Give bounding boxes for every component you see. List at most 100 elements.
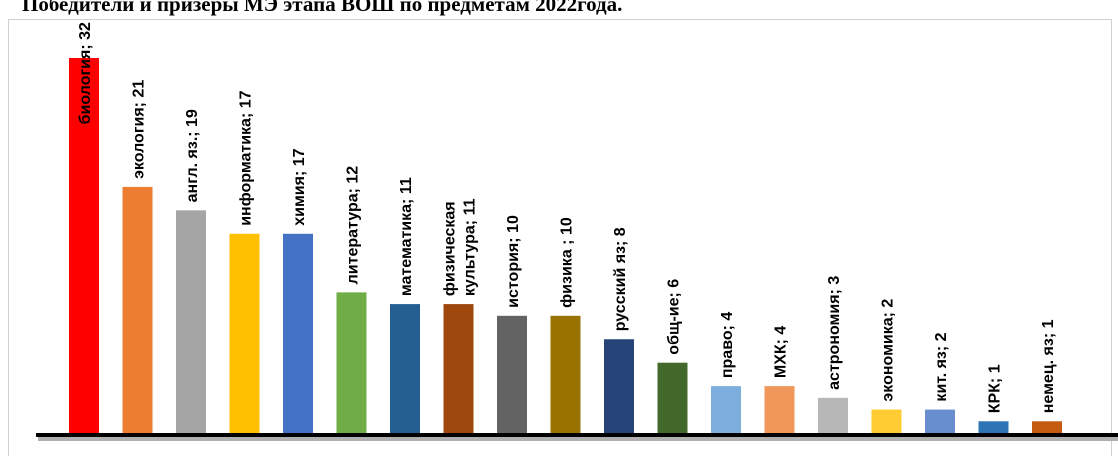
- data-label: общ-ие; 6: [666, 279, 683, 355]
- data-label-text: химия; 17: [291, 148, 308, 225]
- label-category: история: [505, 243, 522, 308]
- bar: [122, 186, 153, 433]
- label-separator: ;: [826, 285, 843, 295]
- axis-shadow: [38, 436, 1118, 441]
- label-value: 2: [933, 332, 950, 341]
- data-label: кит. яз; 2: [933, 332, 950, 401]
- data-label-text: МХК; 4: [773, 326, 790, 379]
- data-label-text: литература; 12: [345, 166, 362, 285]
- label-category: культура: [462, 225, 479, 296]
- bar: [229, 233, 260, 433]
- label-separator: ;: [77, 40, 94, 50]
- label-value: 10: [559, 217, 576, 235]
- label-separator: ;: [719, 321, 736, 331]
- data-label: экономика; 2: [880, 299, 897, 402]
- label-separator: ;: [612, 236, 629, 246]
- label-category: общ-ие: [666, 297, 683, 354]
- label-separator: ;: [398, 194, 415, 204]
- data-label-text: физика ; 10: [559, 217, 576, 308]
- data-label-text: математика; 11: [398, 177, 415, 296]
- label-value: 1: [1040, 319, 1057, 328]
- label-category: экономика: [880, 317, 897, 401]
- data-label-text: кит. яз; 2: [933, 332, 950, 401]
- label-separator: ;: [184, 127, 201, 137]
- label-value: 11: [462, 198, 479, 215]
- data-label: информатика; 17: [238, 90, 255, 225]
- label-value: 19: [184, 109, 201, 127]
- bar: [69, 58, 99, 433]
- label-category: право: [719, 330, 736, 378]
- label-category: немец. яз: [1040, 338, 1057, 413]
- bar: [550, 315, 581, 433]
- data-label: математика; 11: [398, 177, 415, 296]
- data-label: МХК; 4: [773, 326, 790, 379]
- data-label: КРК; 1: [987, 364, 1004, 413]
- label-value: 2: [880, 299, 897, 308]
- label-category: математика: [398, 204, 415, 296]
- label-category: МХК: [773, 344, 790, 378]
- label-category: литература: [345, 193, 362, 284]
- label-category: англ. яз.: [184, 137, 201, 203]
- bar: [443, 304, 474, 433]
- bar: [978, 421, 1009, 433]
- data-label-text: биология; 32: [77, 22, 94, 124]
- label-category: физика: [559, 245, 576, 308]
- label-category: информатика: [238, 118, 255, 226]
- data-label-text: астрономия; 3: [826, 276, 843, 390]
- data-label-text: информатика; 17: [238, 90, 255, 225]
- label-separator: ;: [1040, 328, 1057, 338]
- label-separator: ;: [505, 233, 522, 243]
- label-category: биология: [77, 50, 94, 125]
- x-axis: [36, 433, 1118, 437]
- bar: [176, 210, 206, 433]
- data-label: физика ; 10: [559, 217, 576, 308]
- data-label: русский яз; 8: [612, 227, 629, 331]
- data-label-text: общ-ие; 6: [666, 279, 683, 355]
- label-separator: ;: [291, 166, 308, 176]
- label-value: 4: [719, 312, 736, 321]
- data-label: экология; 21: [131, 80, 148, 179]
- label-category: русский яз: [612, 246, 629, 331]
- data-label: литература; 12: [345, 166, 362, 285]
- label-separator: ;: [666, 288, 683, 298]
- label-separator: ;: [987, 373, 1004, 383]
- data-label: химия; 17: [291, 148, 308, 225]
- chart-frame: [8, 19, 1112, 456]
- data-label-text: экономика; 2: [880, 299, 897, 402]
- label-value: 21: [131, 80, 148, 98]
- label-category: химия: [291, 176, 308, 226]
- label-separator: ;: [880, 308, 897, 318]
- label-value: 10: [505, 215, 522, 233]
- data-label: англ. яз.; 19: [184, 109, 201, 202]
- label-value: 17: [238, 90, 255, 108]
- label-value: 4: [773, 326, 790, 335]
- label-value: 11: [398, 177, 415, 194]
- label-value: 12: [345, 166, 362, 184]
- data-label: астрономия; 3: [826, 276, 843, 390]
- label-category: экология: [131, 107, 148, 179]
- label-separator: ;: [559, 235, 576, 245]
- bar: [497, 315, 527, 433]
- bar: [283, 233, 313, 433]
- label-separator: ;: [462, 215, 479, 225]
- bar: [764, 386, 795, 433]
- label-value: 8: [612, 227, 629, 236]
- data-label-text: экология; 21: [131, 80, 148, 179]
- data-label-text: русский яз; 8: [612, 227, 629, 331]
- bar: [871, 409, 902, 433]
- data-label-text: право; 4: [719, 312, 736, 379]
- label-separator: ;: [238, 108, 255, 118]
- label-value: 32: [77, 22, 94, 40]
- label-separator: ;: [345, 184, 362, 194]
- label-separator: ;: [131, 98, 148, 108]
- label-category: физическая: [442, 201, 459, 296]
- data-label: история; 10: [505, 215, 522, 308]
- data-label-text: история; 10: [505, 215, 522, 308]
- chart-title: Победители и призеры МЭ этапа ВОШ по пре…: [22, 0, 622, 16]
- label-category: КРК: [987, 383, 1004, 413]
- label-value: 6: [666, 279, 683, 288]
- bar: [336, 292, 367, 433]
- data-label-text: физическая культура; 11: [442, 198, 479, 296]
- data-label: физическая культура; 11: [442, 198, 479, 296]
